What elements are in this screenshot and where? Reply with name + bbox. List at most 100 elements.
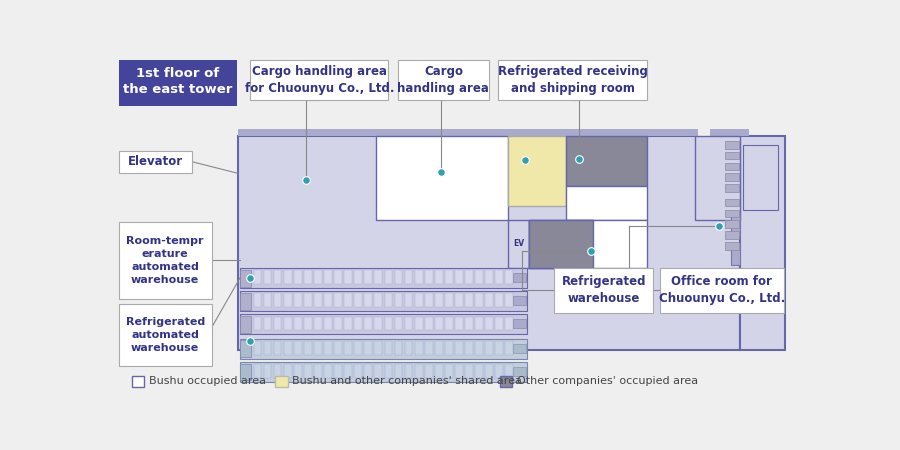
Bar — [374, 270, 382, 284]
Bar — [293, 316, 302, 330]
Bar — [293, 364, 302, 378]
Bar — [465, 270, 472, 284]
Bar — [240, 291, 527, 311]
Bar — [376, 135, 508, 220]
Bar — [435, 316, 443, 330]
Bar — [384, 316, 392, 330]
Bar — [344, 364, 352, 378]
Bar — [435, 270, 443, 284]
Bar — [475, 364, 483, 378]
Bar — [374, 293, 382, 307]
Bar — [394, 293, 402, 307]
Bar — [435, 293, 443, 307]
Bar — [465, 364, 472, 378]
Bar — [355, 364, 362, 378]
Bar — [731, 243, 740, 265]
Bar — [425, 293, 433, 307]
Bar — [264, 316, 272, 330]
Bar — [240, 268, 527, 288]
Bar — [499, 60, 647, 100]
Bar — [415, 341, 422, 355]
Bar — [240, 270, 251, 287]
Bar — [240, 364, 251, 381]
Bar — [513, 319, 526, 328]
Bar — [445, 293, 453, 307]
Bar — [334, 341, 342, 355]
Bar — [374, 316, 382, 330]
Bar — [384, 270, 392, 284]
Bar — [119, 151, 193, 173]
Bar — [485, 316, 493, 330]
Bar — [455, 293, 463, 307]
Bar — [506, 341, 513, 355]
Bar — [405, 364, 412, 378]
Bar — [455, 270, 463, 284]
Bar — [284, 293, 292, 307]
Bar — [495, 293, 503, 307]
Bar — [495, 341, 503, 355]
Bar — [344, 341, 352, 355]
Bar — [724, 152, 739, 159]
Bar — [506, 293, 513, 307]
Bar — [264, 293, 272, 307]
Bar — [240, 292, 251, 310]
Bar — [264, 341, 272, 355]
Bar — [264, 364, 272, 378]
Bar — [334, 316, 342, 330]
Text: the east tower: the east tower — [123, 83, 232, 96]
Bar — [314, 293, 322, 307]
Bar — [240, 339, 527, 359]
Bar — [495, 270, 503, 284]
Bar — [445, 341, 453, 355]
Bar — [435, 341, 443, 355]
Bar — [710, 130, 749, 135]
Bar — [364, 364, 372, 378]
Bar — [405, 341, 412, 355]
Bar — [284, 341, 292, 355]
Bar — [364, 293, 372, 307]
Bar — [724, 184, 739, 192]
Bar — [324, 293, 332, 307]
Bar — [334, 293, 342, 307]
Bar — [238, 135, 740, 351]
Bar — [344, 270, 352, 284]
Bar — [324, 316, 332, 330]
Text: EV: EV — [513, 239, 524, 248]
Bar — [724, 162, 739, 170]
Bar — [566, 186, 647, 220]
Bar — [304, 316, 311, 330]
Text: Office room for
Chuounyu Co., Ltd.: Office room for Chuounyu Co., Ltd. — [659, 275, 785, 306]
Bar — [425, 341, 433, 355]
Bar — [324, 341, 332, 355]
Bar — [485, 341, 493, 355]
Bar — [554, 268, 653, 313]
Bar — [240, 362, 527, 382]
Bar — [314, 316, 322, 330]
Text: Refrigerated receiving
and shipping room: Refrigerated receiving and shipping room — [498, 65, 648, 95]
Bar — [485, 270, 493, 284]
Bar — [314, 364, 322, 378]
Text: Bushu occupied area: Bushu occupied area — [148, 376, 266, 386]
Bar — [384, 341, 392, 355]
Bar — [475, 293, 483, 307]
Bar — [119, 304, 212, 366]
Bar — [274, 341, 282, 355]
Bar — [465, 293, 472, 307]
Bar — [274, 316, 282, 330]
Bar — [394, 341, 402, 355]
Bar — [435, 364, 443, 378]
Bar — [475, 341, 483, 355]
Bar — [529, 220, 593, 268]
Bar — [405, 270, 412, 284]
Bar — [724, 141, 739, 148]
Bar — [394, 364, 402, 378]
Bar — [425, 316, 433, 330]
Bar — [485, 364, 493, 378]
Text: Cargo
handling area: Cargo handling area — [398, 65, 490, 95]
Bar — [405, 316, 412, 330]
Bar — [724, 242, 739, 250]
Bar — [506, 316, 513, 330]
Bar — [374, 341, 382, 355]
Bar — [355, 341, 362, 355]
Bar — [415, 270, 422, 284]
